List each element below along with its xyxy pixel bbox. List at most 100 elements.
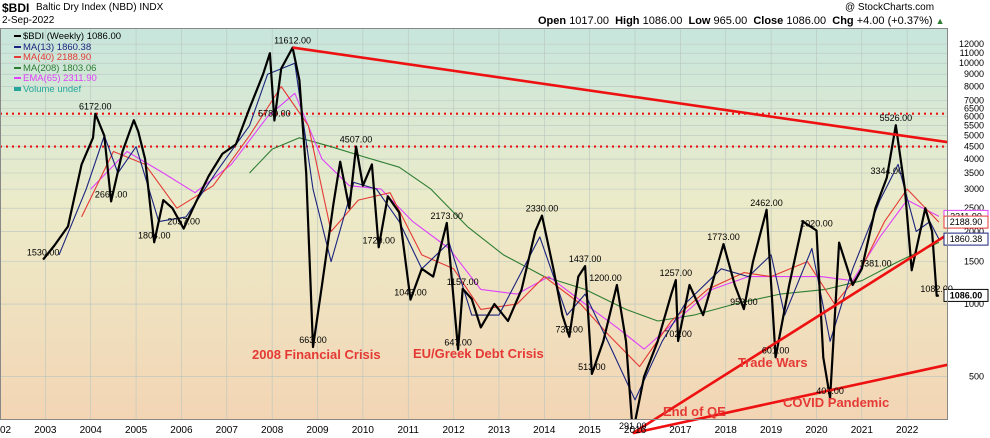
chart-symbol: $BDI — [2, 1, 30, 15]
annotation-label: 2008 Financial Crisis — [252, 347, 381, 362]
y-tick-label: 6000 — [964, 112, 984, 122]
y-tick-label: 10000 — [959, 58, 984, 68]
legend-item: MA(40) 2188.90 — [14, 52, 121, 64]
x-tick-label: 2010 — [352, 425, 375, 436]
ohlc-readout: Open 1017.00 High 1086.00 Low 965.00 Clo… — [538, 15, 945, 27]
legend-item: Volume undef — [14, 83, 121, 96]
y-tick-label: 7000 — [964, 96, 984, 106]
x-tick-label: 2014 — [533, 425, 556, 436]
trendline — [292, 46, 949, 144]
last-value-label: 1086.00 — [950, 290, 983, 300]
point-label: 291.00 — [619, 421, 647, 431]
x-tick-label: 2015 — [579, 425, 602, 436]
y-tick-label: 12000 — [959, 39, 984, 49]
point-label: 11612.00 — [274, 36, 311, 46]
point-label: 513.00 — [578, 362, 606, 372]
legend-label: Volume undef — [23, 83, 82, 95]
series-line-ema-65- — [90, 92, 940, 350]
x-tick-label: 2020 — [805, 425, 828, 436]
point-label: 1257.00 — [660, 268, 693, 278]
x-tick-label: 2006 — [170, 425, 193, 436]
y-tick-label: 3500 — [964, 168, 984, 178]
annotations: 2008 Financial Crisis EU/Greek Debt Crisi… — [252, 346, 889, 419]
point-label: 601.00 — [762, 345, 790, 355]
y-tick-label: 3000 — [964, 184, 984, 194]
x-tick-label: 2003 — [34, 425, 57, 436]
open-value: 1017.00 — [569, 15, 609, 27]
x-tick-label: 2016 — [624, 425, 647, 436]
point-label: 1381.00 — [859, 258, 892, 268]
plot-frame — [0, 28, 948, 420]
chart-date: 2-Sep-2022 — [2, 15, 55, 26]
annotation-label: COVID Pandemic — [783, 395, 889, 410]
high-label: High — [615, 15, 640, 27]
legend-label: $BDI (Weekly) 1086.00 — [23, 31, 122, 42]
annotation-label: End of QE — [663, 404, 726, 419]
point-labels: 1530.00 6172.00 2667.00 1804.00 2057.00 11612… — [27, 36, 953, 432]
chg-value: +4.00 (+0.37%) — [856, 15, 933, 27]
line-icon — [14, 77, 21, 80]
last-value-label: 1860.38 — [950, 234, 983, 244]
y-tick-label: 11000 — [960, 48, 984, 58]
point-label: 1157.00 — [447, 277, 479, 287]
low-label: Low — [688, 15, 711, 27]
y-tick-label: 2500 — [964, 203, 984, 213]
reference-lines — [0, 112, 948, 148]
trendlines — [292, 46, 949, 435]
x-tick-label: 2018 — [715, 425, 738, 436]
line-icon — [14, 45, 21, 48]
point-label: 1530.00 — [27, 248, 60, 258]
point-label: 2667.00 — [95, 189, 128, 199]
y-tick-label: 4500 — [964, 142, 984, 152]
trendline — [632, 233, 949, 435]
legend-label: EMA(65) 2311.90 — [23, 73, 97, 84]
legend-item: EMA(65) 2311.90 — [14, 73, 121, 85]
close-value: 1086.00 — [786, 15, 827, 27]
line-icon — [14, 56, 21, 59]
point-label: 1720.00 — [362, 235, 395, 245]
y-tick-label: 5000 — [964, 131, 984, 141]
x-axis: 2002 2003 2004 2005 2006 2007 2008 2009 2010 2011… — [0, 425, 919, 436]
trendline — [632, 363, 949, 435]
y-tick-label: 500 — [969, 372, 984, 382]
x-tick-label: 2022 — [896, 425, 919, 436]
series-line-ma-208- — [249, 137, 940, 322]
point-label: 1773.00 — [707, 232, 740, 242]
point-label: 1043.00 — [394, 288, 427, 298]
last-value-box — [943, 232, 989, 246]
point-label: 3344.00 — [870, 166, 903, 176]
x-tick-label: 2019 — [760, 425, 783, 436]
y-tick-label: 2000 — [964, 227, 984, 237]
source-credit: @ StockCharts.com — [845, 2, 935, 13]
point-label: 2020.00 — [800, 218, 833, 228]
legend-item: $BDI (Weekly) 1086.00 — [14, 31, 122, 43]
point-label: 1804.00 — [138, 230, 171, 240]
open-label: Open — [538, 15, 567, 27]
x-tick-label: 2008 — [261, 425, 284, 436]
legend-label: MA(13) 1860.38 — [23, 41, 92, 53]
series-lines — [42, 46, 940, 420]
point-label: 663.00 — [299, 335, 327, 345]
point-label: 5780.00 — [258, 109, 291, 119]
point-label: 702.00 — [664, 329, 692, 339]
x-tick-label: 2004 — [80, 425, 103, 436]
x-tick-label: 2021 — [851, 425, 874, 436]
point-label: 2173.00 — [431, 211, 464, 221]
point-label: 647.00 — [444, 338, 472, 348]
point-label: 407.00 — [816, 386, 844, 396]
point-label: 1437.00 — [569, 254, 602, 264]
low-value: 965.00 — [713, 15, 748, 27]
legend-item: MA(208) 1803.06 — [14, 62, 121, 75]
x-tick-label: 2005 — [125, 425, 148, 436]
y-tick-label: 4000 — [964, 154, 984, 164]
legend-label: MA(208) 1803.06 — [23, 62, 97, 74]
x-tick-label: 2009 — [306, 425, 329, 436]
point-label: 5526.00 — [880, 113, 913, 123]
y-tick-label: 5500 — [964, 121, 984, 131]
legend: $BDI (Weekly) 1086.00 MA(13) 1860.38 MA(40… — [14, 31, 122, 96]
y-tick-label: 6500 — [964, 103, 984, 113]
x-tick-label: 2007 — [216, 425, 239, 436]
series-line-ma-40- — [81, 85, 940, 368]
point-label: 1082.00 — [920, 284, 953, 294]
